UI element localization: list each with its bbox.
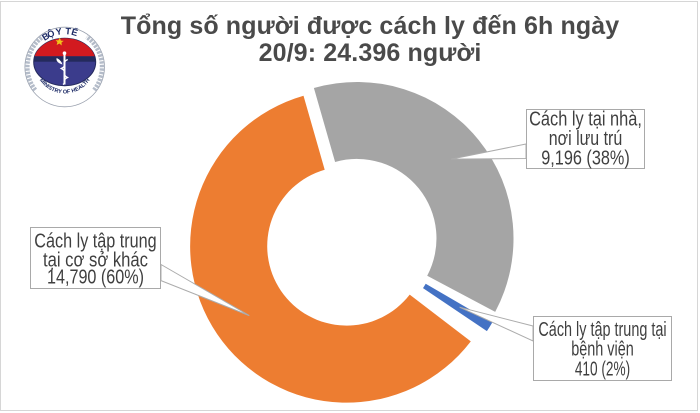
svg-text:Cách ly tập trung: Cách ly tập trung bbox=[34, 230, 156, 252]
svg-text:Ế: Ế bbox=[70, 27, 79, 38]
svg-text:bệnh viện: bệnh viện bbox=[571, 339, 634, 361]
svg-text:Y: Y bbox=[55, 26, 63, 37]
svg-text:nơi lưu trú: nơi lưu trú bbox=[549, 128, 623, 150]
svg-text:Ộ: Ộ bbox=[45, 27, 56, 40]
svg-text:T: T bbox=[65, 26, 72, 37]
svg-text:9,196 (38%): 9,196 (38%) bbox=[541, 147, 630, 169]
svg-text:14,790 (60%): 14,790 (60%) bbox=[47, 267, 144, 289]
svg-text:tại cơ sở khác: tại cơ sở khác bbox=[43, 249, 148, 271]
svg-text:410 (2%): 410 (2%) bbox=[575, 359, 630, 381]
svg-text:B: B bbox=[40, 30, 51, 42]
svg-text:Cách ly tại nhà,: Cách ly tại nhà, bbox=[529, 109, 642, 131]
svg-text:Cách ly tập trung tại: Cách ly tập trung tại bbox=[538, 319, 666, 341]
